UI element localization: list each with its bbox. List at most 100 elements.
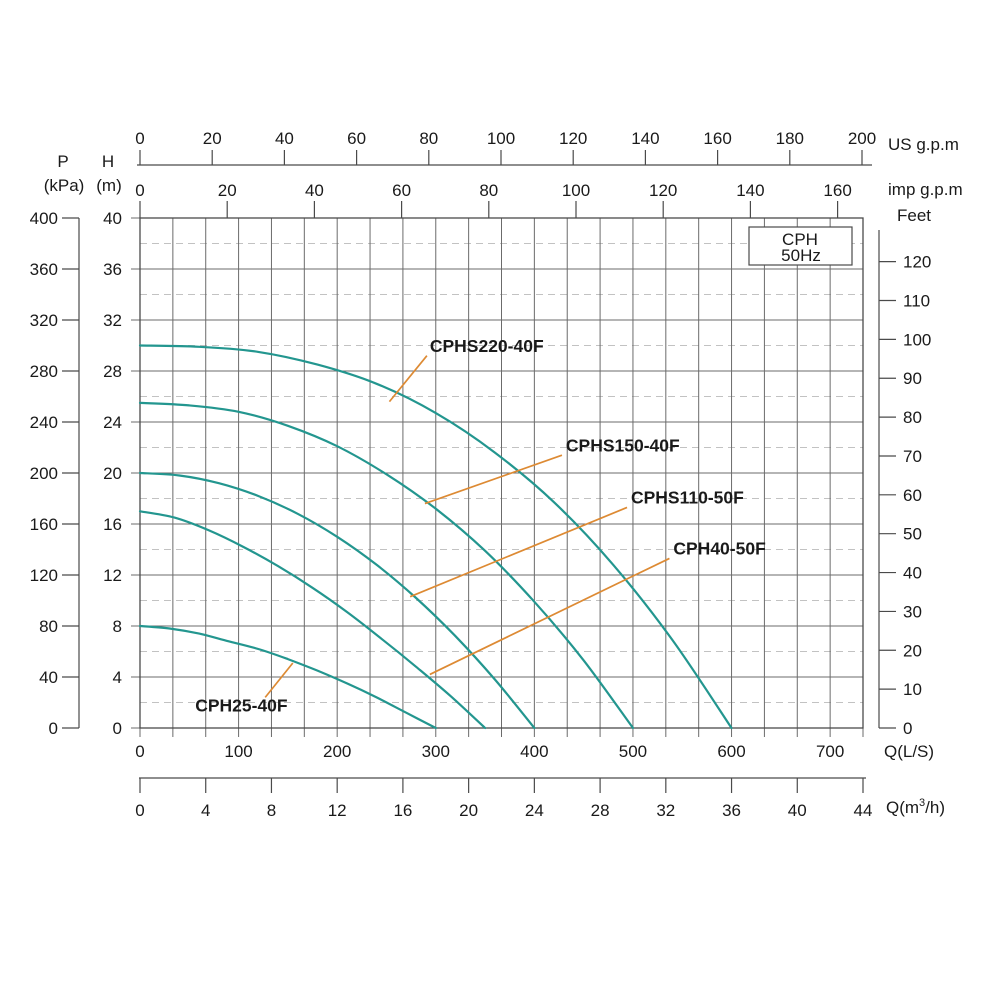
q-m3h-tick-label: 32 — [656, 801, 675, 820]
q-m3h-tick-label: 4 — [201, 801, 210, 820]
feet-tick-label: 20 — [903, 641, 922, 660]
p-axis-unit: (kPa) — [44, 176, 85, 195]
curve-label-CPH40-50F: CPH40-50F — [673, 539, 766, 559]
curve-label-CPHS150-40F: CPHS150-40F — [566, 435, 680, 455]
kpa-tick-label: 0 — [49, 719, 58, 738]
pump-curve-CPHS110-50F — [138, 471, 536, 730]
q-m3h-tick-label: 36 — [722, 801, 741, 820]
imp-gpm-tick-label: 40 — [305, 181, 324, 200]
h-tick-label: 4 — [113, 668, 122, 687]
q-m3h-tick-label: 12 — [328, 801, 347, 820]
h-tick-label: 0 — [113, 719, 122, 738]
curve-label-CPHS220-40F: CPHS220-40F — [430, 336, 544, 356]
leader-line-CPH40-50F — [429, 557, 670, 676]
h-tick-label: 28 — [103, 362, 122, 381]
imp-gpm-tick-label: 120 — [649, 181, 677, 200]
h-tick-label: 8 — [113, 617, 122, 636]
grid — [131, 217, 864, 737]
imp-gpm-tick-label: 0 — [135, 181, 144, 200]
axis-q-m3h: 0 4 8 12 16 20 24 28 32 36 40 44 Q(m3/h) — [135, 777, 945, 820]
axis-feet: 0 10 20 30 40 50 60 70 80 90 100 110 120 Feet — [878, 206, 931, 738]
us-gpm-tick-label: 180 — [776, 129, 804, 148]
kpa-tick-label: 280 — [30, 362, 58, 381]
pump-curve-CPHS220-40F — [138, 344, 733, 730]
h-tick-label: 40 — [103, 209, 122, 228]
q-m3h-tick-label: 40 — [788, 801, 807, 820]
q-m3h-tick-label: 16 — [393, 801, 412, 820]
h-tick-label: 20 — [103, 464, 122, 483]
kpa-tick-label: 40 — [39, 668, 58, 687]
q-ls-tick-label: 700 — [816, 742, 844, 761]
pump-curve-CPH25-40F — [138, 624, 437, 730]
kpa-tick-label: 360 — [30, 260, 58, 279]
h-tick-label: 32 — [103, 311, 122, 330]
feet-tick-label: 90 — [903, 369, 922, 388]
q-ls-tick-label: 600 — [717, 742, 745, 761]
h-tick-label: 36 — [103, 260, 122, 279]
feet-tick-label: 110 — [903, 292, 930, 311]
kpa-tick-label: 200 — [30, 464, 58, 483]
imp-gpm-tick-label: 20 — [218, 181, 237, 200]
kpa-tick-label: 160 — [30, 515, 58, 534]
q-ls-tick-label: 500 — [619, 742, 647, 761]
feet-tick-label: 0 — [903, 719, 912, 738]
title-box-line2: 50Hz — [781, 246, 821, 265]
leader-line-CPH25-40F — [264, 662, 294, 698]
h-tick-label: 24 — [103, 413, 122, 432]
q-m3h-tick-label: 28 — [591, 801, 610, 820]
q-ls-tick-label: 100 — [224, 742, 252, 761]
q-ls-tick-label: 300 — [422, 742, 450, 761]
feet-tick-label: 80 — [903, 408, 922, 427]
feet-tick-label: 100 — [903, 330, 931, 349]
pump-curve-CPH40-50F — [138, 510, 487, 730]
feet-tick-label: 120 — [903, 253, 931, 272]
feet-tick-label: 60 — [903, 486, 922, 505]
axis-p-kpa: 0 40 80 120 160 200 240 280 320 360 400 P (kPa) — [30, 152, 85, 738]
pump-curve-CPHS150-40F — [138, 401, 635, 730]
imp-gpm-tick-label: 100 — [562, 181, 590, 200]
us-gpm-tick-label: 100 — [487, 129, 515, 148]
us-gpm-tick-label: 200 — [848, 129, 876, 148]
q-ls-tick-label: 0 — [135, 742, 144, 761]
q-m3h-axis-title: Q(m3/h) — [886, 797, 945, 817]
h-tick-label: 16 — [103, 515, 122, 534]
feet-tick-label: 40 — [903, 564, 922, 583]
axis-us-gpm: 0 20 40 60 80 100 120 140 160 180 200 US g.p.m — [135, 129, 959, 166]
kpa-tick-label: 240 — [30, 413, 58, 432]
q-ls-axis-title: Q(L/S) — [884, 742, 934, 761]
feet-tick-label: 30 — [903, 602, 922, 621]
h-tick-label: 12 — [103, 566, 122, 585]
pump-curves — [138, 344, 733, 730]
q-m3h-tick-label: 24 — [525, 801, 544, 820]
q-m3h-tick-label: 0 — [135, 801, 144, 820]
us-gpm-tick-label: 0 — [135, 129, 144, 148]
us-gpm-tick-label: 140 — [631, 129, 659, 148]
feet-tick-label: 10 — [903, 680, 922, 699]
curve-label-CPH25-40F: CPH25-40F — [195, 695, 288, 715]
leader-line-CPHS220-40F — [388, 355, 428, 403]
us-gpm-tick-label: 20 — [203, 129, 222, 148]
q-m3h-tick-label: 20 — [459, 801, 478, 820]
leader-line-CPHS150-40F — [424, 454, 563, 505]
kpa-tick-label: 80 — [39, 617, 58, 636]
kpa-tick-label: 320 — [30, 311, 58, 330]
h-axis-unit: (m) — [96, 176, 121, 195]
axis-q-lmin: 0 100 200 300 400 500 600 700 Q(L/S) — [135, 742, 934, 761]
curve-label-CPHS110-50F: CPHS110-50F — [631, 488, 744, 508]
us-gpm-axis-title: US g.p.m — [888, 135, 959, 154]
feet-axis-title: Feet — [897, 206, 931, 225]
imp-gpm-axis-title: imp g.p.m — [888, 180, 963, 199]
us-gpm-tick-label: 120 — [559, 129, 587, 148]
q-m3h-tick-label: 8 — [267, 801, 276, 820]
imp-gpm-tick-label: 60 — [392, 181, 411, 200]
q-ls-tick-label: 400 — [520, 742, 548, 761]
h-axis-header: H — [102, 152, 114, 171]
feet-tick-label: 70 — [903, 447, 922, 466]
q-ls-tick-label: 200 — [323, 742, 351, 761]
axis-h-m: 0 4 8 12 16 20 24 28 32 36 40 H (m) — [96, 152, 122, 738]
imp-gpm-tick-label: 140 — [736, 181, 764, 200]
leader-line-CPHS110-50F — [409, 506, 628, 598]
